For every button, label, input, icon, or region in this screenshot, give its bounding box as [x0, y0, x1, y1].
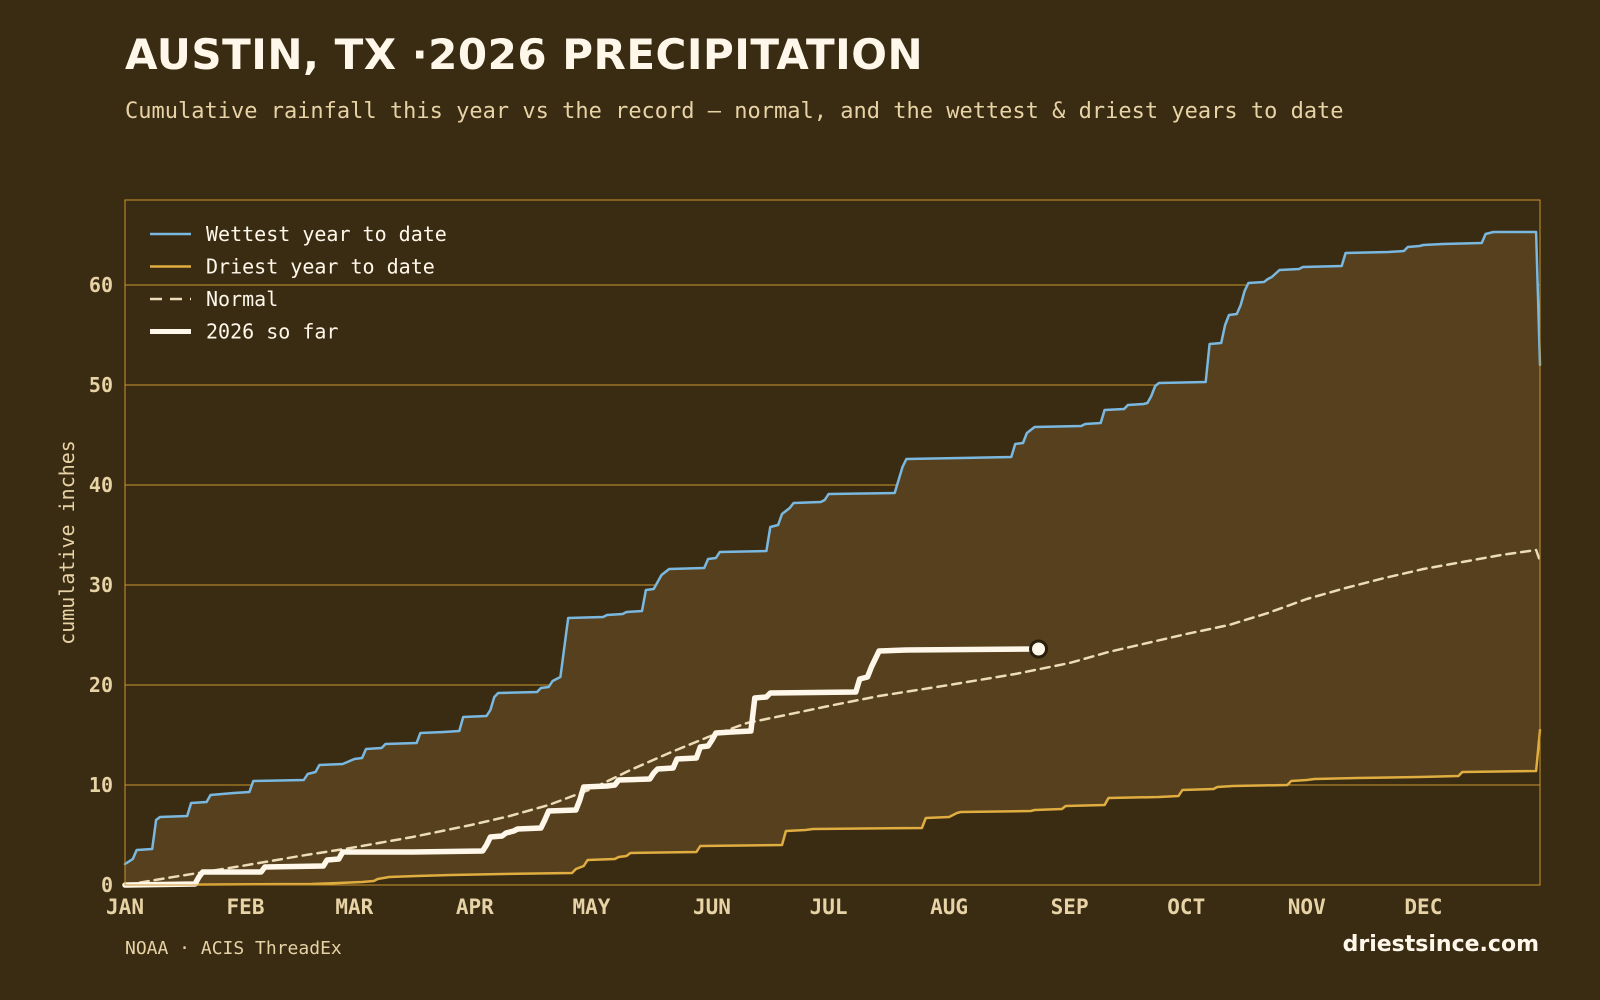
legend: Wettest year to date Driest year to date N… — [150, 222, 447, 344]
x-tick-label: OCT — [1167, 895, 1205, 919]
y-tick-label: 30 — [89, 573, 113, 597]
y-tick-label: 60 — [89, 273, 113, 297]
range-band — [125, 232, 1540, 885]
x-tick-label: AUG — [930, 895, 968, 919]
x-tick-label: APR — [456, 895, 494, 919]
y-axis-ticks: 0 10 20 30 40 50 60 — [89, 273, 113, 897]
series-line-wettest-year-to-date — [123, 230, 1542, 866]
source-credit: NOAA · ACIS ThreadEx — [125, 938, 342, 959]
brand-link[interactable]: driestsince.com — [1342, 932, 1539, 957]
x-axis-ticks: JAN FEB MAR APR MAY JUN JUL AUG SEP OCT NOV DEC — [106, 895, 1442, 919]
current-value-marker — [1029, 639, 1049, 659]
y-tick-label: 40 — [89, 473, 113, 497]
x-tick-label: JAN — [106, 895, 144, 919]
x-tick-label: MAY — [573, 895, 611, 919]
x-tick-label: JUN — [693, 895, 731, 919]
y-tick-label: 50 — [89, 373, 113, 397]
legend-label: 2026 so far — [206, 320, 338, 344]
plot-frame — [124, 199, 1541, 886]
x-tick-label: DEC — [1404, 895, 1442, 919]
y-tick-label: 10 — [89, 773, 113, 797]
x-tick-label: MAR — [335, 895, 373, 919]
page-subtitle: Cumulative rainfall this year vs the rec… — [125, 99, 1344, 124]
x-tick-label: SEP — [1051, 895, 1089, 919]
y-axis-label: cumulative inches — [55, 440, 79, 645]
y-tick-label: 20 — [89, 673, 113, 697]
series-line-2026-so-far — [122, 646, 1042, 888]
x-tick-label: JUL — [810, 895, 848, 919]
legend-label: Normal — [206, 287, 278, 311]
legend-label: Driest year to date — [206, 255, 435, 279]
series-line-normal — [123, 548, 1542, 887]
x-tick-label: NOV — [1288, 895, 1326, 919]
band — [125, 232, 1540, 885]
legend-label: Wettest year to date — [206, 222, 447, 246]
x-tick-label: FEB — [227, 895, 265, 919]
page-title: AUSTIN, TX ·2026 PRECIPITATION — [125, 30, 924, 79]
y-tick-label: 0 — [101, 873, 113, 897]
series — [122, 230, 1542, 888]
series-line-driest-year-to-date — [123, 728, 1542, 887]
